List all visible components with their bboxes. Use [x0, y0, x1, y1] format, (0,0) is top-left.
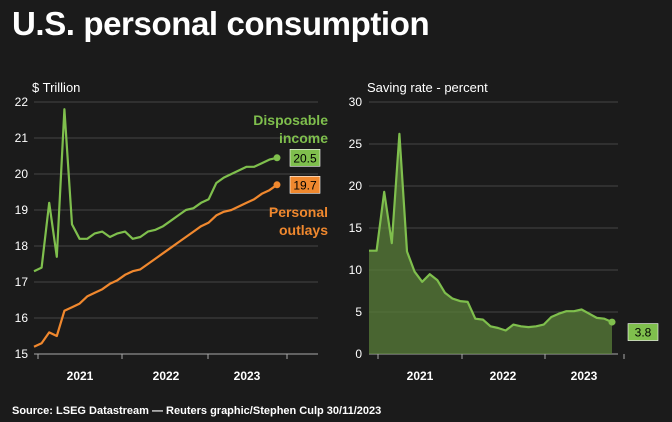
page-title: U.S. personal consumption	[12, 5, 430, 42]
x-tick-label: 2023	[234, 369, 261, 383]
end-value-box	[289, 149, 321, 167]
y-tick-label: 21	[15, 131, 29, 145]
x-tick-label: 2022	[490, 369, 517, 383]
y-tick-label: 17	[15, 275, 29, 289]
y-tick-label: 18	[15, 239, 29, 253]
x-tick-label: 2023	[571, 369, 598, 383]
saving-rate-area	[369, 133, 612, 354]
series-label-line: Personal	[269, 204, 328, 220]
series-end-point	[273, 181, 281, 189]
y-tick-label: 16	[15, 311, 29, 325]
x-tick-label: 2021	[407, 369, 434, 383]
end-value-label: 19.7	[293, 178, 317, 192]
y-axis-title: Saving rate - percent	[367, 80, 488, 95]
y-tick-label: 15	[15, 347, 29, 361]
y-tick-label: 20	[15, 167, 29, 181]
y-tick-label: 25	[349, 137, 363, 151]
end-value-label: 3.8	[635, 326, 652, 340]
series-line-saving-rate	[369, 132, 613, 332]
end-value-box	[627, 323, 659, 341]
series-line-disposable-income	[33, 108, 278, 273]
x-tick-label: 2022	[153, 369, 180, 383]
y-tick-label: 0	[355, 347, 362, 361]
end-value-label: 20.5	[293, 151, 317, 165]
series-label-line: outlays	[279, 222, 328, 238]
series-line-personal-outlays	[33, 183, 278, 348]
series-label-line: income	[279, 130, 328, 146]
y-tick-label: 15	[349, 221, 363, 235]
source-note: Source: LSEG Datastream — Reuters graphi…	[12, 405, 382, 417]
end-value-box	[289, 176, 321, 194]
y-tick-label: 20	[349, 179, 363, 193]
y-tick-label: 10	[349, 263, 363, 277]
y-tick-label: 30	[349, 95, 363, 109]
y-tick-label: 22	[15, 95, 29, 109]
series-end-point	[608, 318, 616, 326]
x-tick-label: 2021	[67, 369, 94, 383]
y-axis-title: $ Trillion	[32, 80, 80, 95]
y-tick-label: 5	[355, 305, 362, 319]
series-end-point	[273, 154, 281, 162]
y-tick-label: 19	[15, 203, 29, 217]
series-label-line: Disposable	[253, 112, 328, 128]
